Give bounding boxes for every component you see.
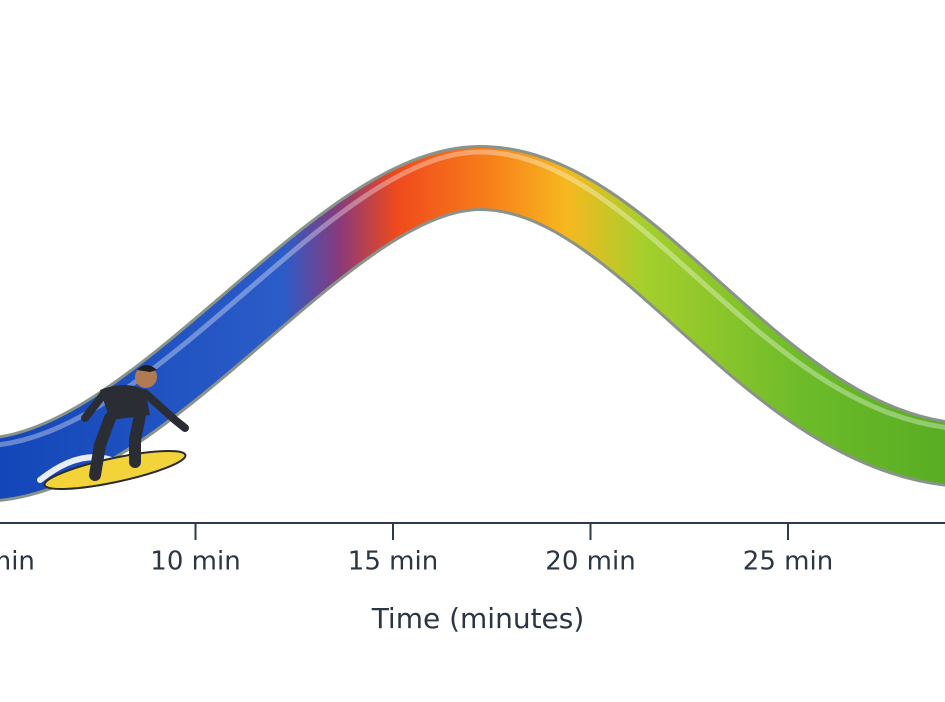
surfer-hair (137, 365, 157, 372)
splash-drop (197, 409, 203, 415)
surfer-arm (141, 389, 189, 432)
splash-drop (212, 422, 218, 428)
surfer (37, 365, 223, 491)
surfboard (43, 449, 187, 491)
surfer-legs (89, 409, 146, 481)
x-tick-label: 10 min (150, 547, 240, 577)
x-tick-label: 25 min (743, 547, 833, 577)
x-tick-label: 15 min (348, 547, 438, 577)
x-axis-title: Time (minutes) (371, 602, 585, 635)
x-tick-label: 20 min (545, 547, 635, 577)
x-tick-label: 5 min (0, 547, 35, 577)
surfer-arm (81, 391, 107, 422)
splash-drop (201, 436, 209, 444)
